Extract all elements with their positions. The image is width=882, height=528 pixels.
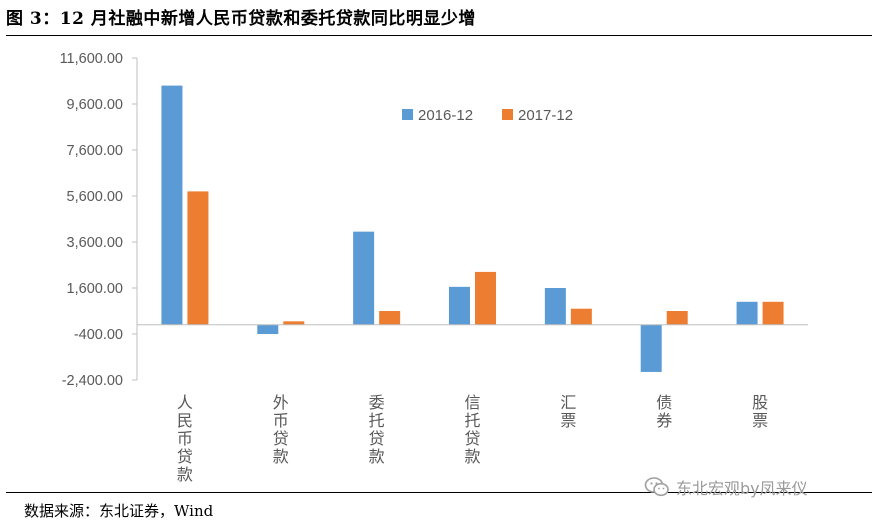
bar-2016 bbox=[353, 231, 375, 325]
bar-2016 bbox=[640, 324, 662, 372]
legend-label: 2016-12 bbox=[418, 107, 473, 124]
bar-2017 bbox=[570, 308, 592, 325]
bar-2017 bbox=[666, 311, 688, 325]
bar-2016 bbox=[449, 286, 470, 325]
watermark: 东北宏观by凤来仪 bbox=[644, 474, 808, 500]
bar-2017 bbox=[187, 191, 209, 325]
legend: 2016-12 2017-12 bbox=[402, 107, 573, 124]
y-tick-label: 9,600.00 bbox=[67, 97, 123, 113]
bar-2016 bbox=[257, 324, 279, 334]
category-label: 外币贷款 bbox=[273, 393, 289, 466]
y-tick-label: -2,400.00 bbox=[62, 373, 123, 389]
y-tick-label: 3,600.00 bbox=[67, 235, 123, 251]
bar-chart: 11,600.00 9,600.00 7,600.00 5,600.00 3,600.0… bbox=[60, 51, 808, 484]
title-rule bbox=[6, 35, 872, 36]
source-note: 数据来源：东北证券，Wind bbox=[24, 502, 214, 520]
legend-swatch bbox=[402, 109, 413, 120]
source-rule bbox=[6, 492, 872, 493]
y-tick-label: 5,600.00 bbox=[67, 189, 123, 205]
watermark-text: 东北宏观by凤来仪 bbox=[676, 479, 808, 498]
figure-title: 图 3：12 月社融中新增人民币贷款和委托贷款同比明显少增 bbox=[6, 9, 476, 29]
bar-2017 bbox=[283, 321, 305, 325]
bar-2017 bbox=[475, 271, 496, 325]
axes bbox=[132, 57, 808, 381]
y-tick-label: 7,600.00 bbox=[67, 143, 123, 159]
bar-2017 bbox=[762, 301, 784, 325]
legend-swatch bbox=[502, 109, 513, 120]
wechat-icon bbox=[644, 477, 669, 497]
category-label: 信托贷款 bbox=[464, 393, 480, 466]
category-label: 债券 bbox=[656, 393, 672, 430]
bar-2016 bbox=[736, 301, 758, 325]
category-label: 汇票 bbox=[560, 393, 576, 430]
y-tick-label: -400.00 bbox=[74, 327, 123, 343]
y-tick-label: 11,600.00 bbox=[60, 51, 123, 67]
bar-2017 bbox=[379, 311, 401, 325]
bar-2016 bbox=[544, 288, 566, 325]
bar-2016 bbox=[161, 85, 183, 325]
category-label: 人民币贷款 bbox=[177, 393, 193, 484]
y-tick-label: 1,600.00 bbox=[67, 281, 123, 297]
category-label: 股票 bbox=[752, 393, 768, 430]
legend-label: 2017-12 bbox=[518, 107, 573, 124]
category-label: 委托贷款 bbox=[369, 393, 385, 466]
bars bbox=[161, 85, 784, 372]
category-labels: 人民币贷款 外币贷款 委托贷款 信托贷款 汇票 债券 股票 bbox=[177, 393, 768, 484]
y-axis-ticks: 11,600.00 9,600.00 7,600.00 5,600.00 3,600.0… bbox=[60, 51, 123, 389]
